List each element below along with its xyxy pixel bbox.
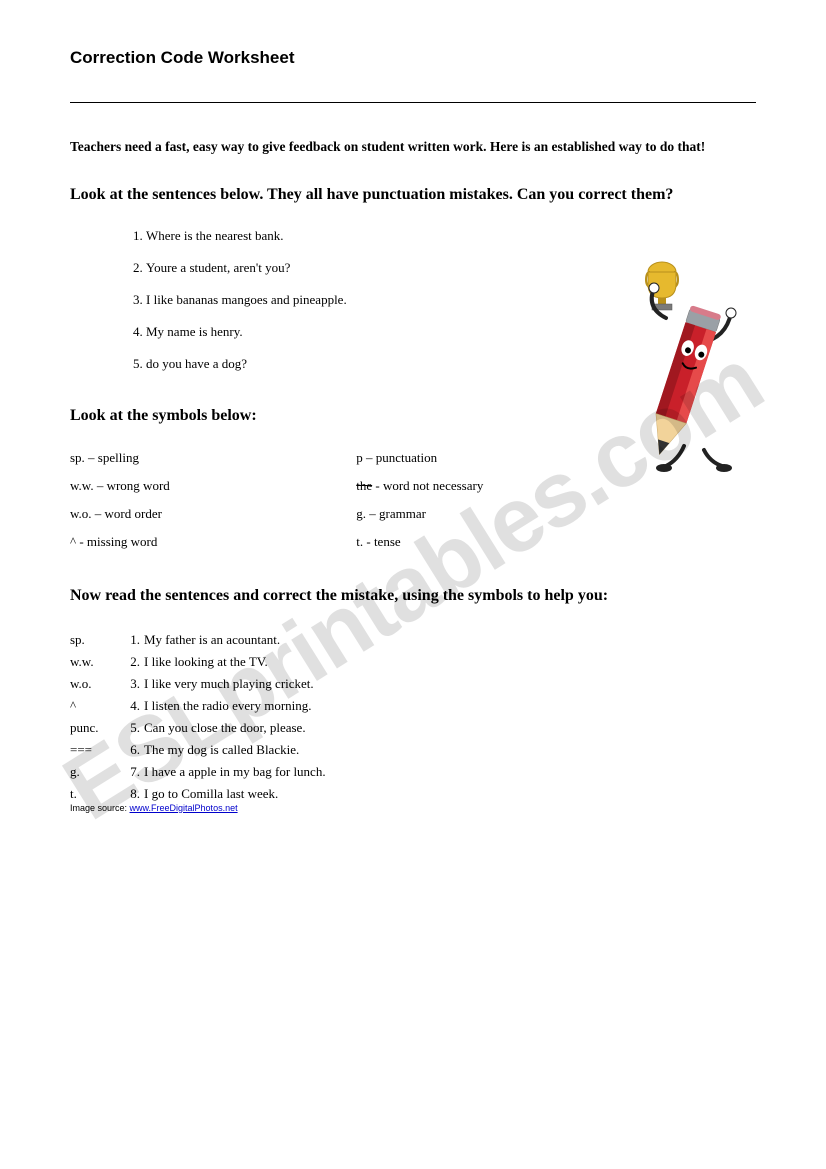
exercise-number: 7. [126, 761, 144, 783]
exercise-code: w.w. [70, 651, 126, 673]
exercise-code: ^ [70, 695, 126, 717]
table-row: w.o.3.I like very much playing cricket. [70, 673, 326, 695]
section1-heading: Look at the sentences below. They all ha… [70, 183, 756, 206]
exercise-text: I listen the radio every morning. [144, 695, 326, 717]
table-row: g.7.I have a apple in my bag for lunch. [70, 761, 326, 783]
symbol-item: sp. – spelling [70, 450, 346, 466]
table-row: sp.1.My father is an acountant. [70, 629, 326, 651]
table-row: t.8.I go to Comilla last week. [70, 783, 326, 805]
exercise-code: === [70, 739, 126, 761]
exercise-number: 6. [126, 739, 144, 761]
exercise-code: g. [70, 761, 126, 783]
exercise-text: I have a apple in my bag for lunch. [144, 761, 326, 783]
symbol-item: ^ - missing word [70, 534, 346, 550]
section3-heading: Now read the sentences and correct the m… [70, 584, 756, 607]
exercise-text: I go to Comilla last week. [144, 783, 326, 805]
footer-link[interactable]: www.FreeDigitalPhotos.net [130, 803, 238, 813]
exercise-number: 4. [126, 695, 144, 717]
symbol-rest: - word not necessary [372, 478, 483, 493]
table-row: ^4. I listen the radio every morning. [70, 695, 326, 717]
symbols-grid: sp. – spelling p – punctuation w.w. – wr… [70, 450, 633, 550]
exercise-number: 3. [126, 673, 144, 695]
intro-text: Teachers need a fast, easy way to give f… [70, 137, 756, 157]
exercise-number: 8. [126, 783, 144, 805]
symbol-item: the - word not necessary [356, 478, 632, 494]
exercise-number: 2. [126, 651, 144, 673]
table-row: punc.5.Can you close the door, please. [70, 717, 326, 739]
exercise-code: sp. [70, 629, 126, 651]
exercise-text: I like looking at the TV. [144, 651, 326, 673]
exercise-text: The my dog is called Blackie. [144, 739, 326, 761]
exercise-text: I like very much playing cricket. [144, 673, 326, 695]
exercise-code: t. [70, 783, 126, 805]
page-title: Correction Code Worksheet [70, 48, 756, 68]
symbol-item: t. - tense [356, 534, 632, 550]
list-item: Where is the nearest bank. [146, 228, 756, 244]
exercise-number: 5. [126, 717, 144, 739]
exercise-code: w.o. [70, 673, 126, 695]
table-row: w.w.2.I like looking at the TV. [70, 651, 326, 673]
symbol-item: w.o. – word order [70, 506, 346, 522]
symbol-item: g. – grammar [356, 506, 632, 522]
pencil-cartoon-icon [606, 258, 756, 478]
exercise-text: Can you close the door, please. [144, 717, 326, 739]
exercise-number: 1. [126, 629, 144, 651]
table-row: ===6.The my dog is called Blackie. [70, 739, 326, 761]
exercise-code: punc. [70, 717, 126, 739]
exercises-table: sp.1.My father is an acountant. w.w.2.I … [70, 629, 326, 805]
image-source-footer: Image source: www.FreeDigitalPhotos.net [70, 803, 238, 813]
divider [70, 102, 756, 103]
symbol-item: w.w. – wrong word [70, 478, 346, 494]
symbol-item: p – punctuation [356, 450, 632, 466]
footer-label: Image source: [70, 803, 130, 813]
strikethrough-word: the [356, 478, 372, 493]
exercise-text: My father is an acountant. [144, 629, 326, 651]
